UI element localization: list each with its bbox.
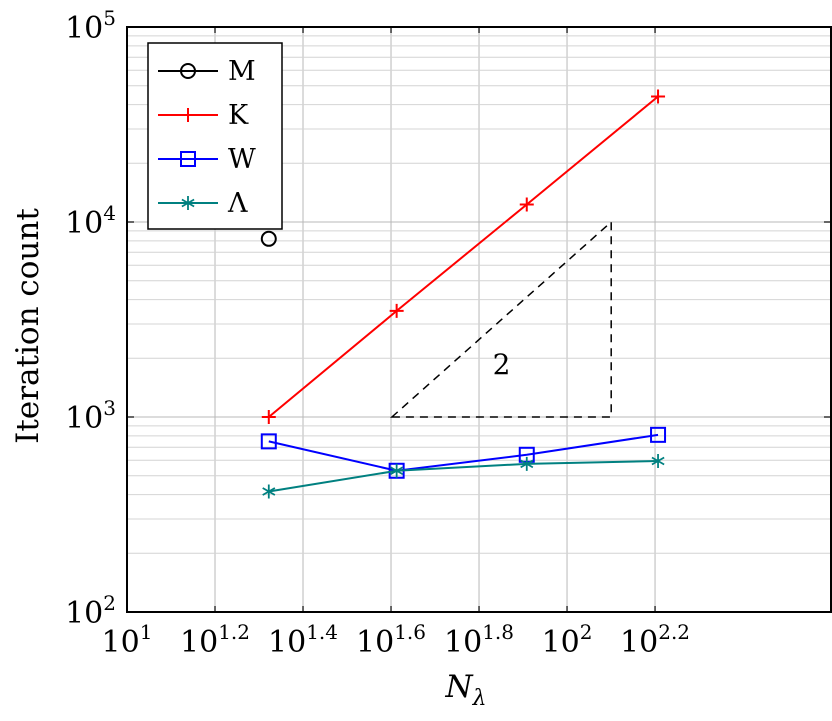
x-tick-label-exp: 1.4	[306, 620, 338, 644]
legend-label-0: M	[228, 56, 256, 87]
legend-marker-3	[181, 196, 195, 210]
x-tick-label-exp: 2.2	[658, 620, 690, 644]
data-point-1-3	[651, 89, 666, 104]
data-point-3-0	[262, 484, 276, 499]
data-point-2-0	[260, 433, 277, 450]
x-tick-label-base: 10	[102, 625, 140, 660]
series-line-1	[268, 95, 659, 418]
y-tick-label: 104	[65, 201, 116, 241]
series-line-3	[268, 459, 659, 493]
x-tick-label: 101.6	[356, 620, 426, 660]
series-2	[260, 426, 667, 479]
y-tick-label-base: 10	[65, 596, 103, 631]
x-tick-label-exp: 2	[580, 620, 593, 644]
axes-frame	[126, 26, 832, 613]
x-axis-label: Nλ	[444, 669, 486, 711]
y-tick-label-exp: 4	[103, 201, 116, 225]
y-tick-label-base: 10	[65, 401, 103, 436]
y-tick-label-base: 10	[65, 206, 103, 241]
x-tick-label-base: 10	[620, 625, 658, 660]
x-tick-label-base: 10	[268, 625, 306, 660]
legend-label-1: K	[228, 100, 249, 131]
legend-marker-0	[180, 63, 196, 79]
series-3	[262, 453, 665, 499]
data-point-1-2	[519, 197, 534, 212]
data-point-2-3	[650, 426, 667, 443]
x-tick-label-exp: 1.2	[218, 620, 250, 644]
x-tick-label-base: 10	[356, 625, 394, 660]
x-tick-label-base: 10	[542, 625, 580, 660]
series-1	[261, 89, 666, 424]
legend-label-2: W	[228, 144, 256, 175]
series-line-2	[268, 433, 659, 472]
y-tick-label-exp: 2	[103, 591, 116, 615]
x-tick-label: 101.2	[180, 620, 250, 660]
y-tick-label: 103	[65, 396, 116, 436]
slope-triangle: 2	[389, 220, 612, 418]
y-axis-label: Iteration count	[10, 208, 46, 444]
x-tick-label: 102.2	[620, 620, 690, 660]
y-tick-label: 105	[65, 6, 116, 46]
data-point-1-1	[389, 303, 404, 318]
legend-marker-2	[180, 151, 196, 167]
x-tick-label: 101	[102, 620, 153, 660]
slope-label: 2	[493, 348, 511, 381]
x-tick-label-exp: 1	[140, 620, 153, 644]
legend-marker-1	[181, 108, 195, 122]
x-tick-labels: 101 101.2 101.4 101.6 101.8 102 102.2	[102, 620, 690, 660]
x-tick-label-exp: 1.8	[482, 620, 514, 644]
slope-triangle-outline	[389, 220, 612, 418]
x-tick-label-base: 10	[444, 625, 482, 660]
series-0	[260, 230, 277, 247]
y-tick-label: 102	[65, 591, 116, 631]
y-tick-label-exp: 5	[103, 6, 116, 30]
y-tick-label-exp: 3	[103, 396, 116, 420]
x-tick-label: 101.8	[444, 620, 514, 660]
data-point-0-0	[260, 230, 277, 247]
legend-label-3: Λ	[227, 188, 248, 219]
x-tick-label-exp: 1.6	[394, 620, 426, 644]
plot-series	[260, 89, 667, 499]
data-point-3-1	[390, 463, 404, 478]
x-tick-label-base: 10	[180, 625, 218, 660]
x-tick-label: 101.4	[268, 620, 338, 660]
legend-box	[147, 42, 283, 230]
y-tick-label-base: 10	[65, 11, 103, 46]
x-tick-label: 102	[542, 620, 593, 660]
data-point-3-3	[651, 453, 665, 468]
data-point-3-2	[520, 456, 534, 471]
data-point-1-0	[261, 410, 276, 424]
